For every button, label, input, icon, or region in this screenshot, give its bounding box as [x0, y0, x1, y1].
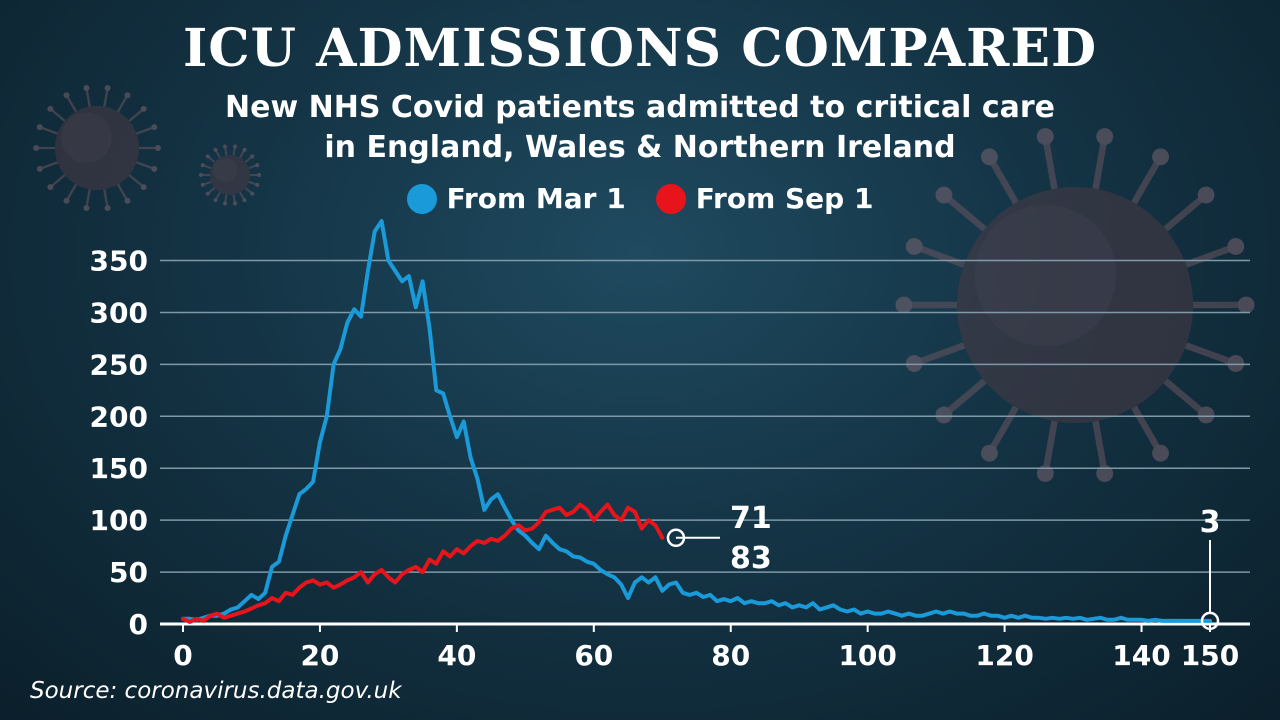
legend-label-sep: From Sep 1	[695, 182, 874, 215]
x-tick-80: 80	[711, 639, 750, 672]
y-tick-50: 50	[109, 556, 148, 589]
y-axis-ticks: 0 50 100 150 200 250 300 350	[90, 245, 148, 641]
grid-lines	[160, 259, 1250, 626]
chart-title: ICU ADMISSIONS COMPARED	[182, 18, 1098, 79]
x-tick-140: 140	[1112, 639, 1170, 672]
source-note: Source: coronavirus.data.gov.uk	[30, 678, 402, 704]
subtitle-line-2: in England, Wales & Northern Ireland	[324, 130, 956, 165]
chart-subtitle: New NHS Covid patients admitted to criti…	[0, 88, 1280, 168]
y-tick-200: 200	[90, 400, 148, 433]
annotations: 71 83 3	[666, 501, 1221, 631]
y-tick-350: 350	[90, 245, 148, 278]
y-tick-250: 250	[90, 348, 148, 381]
legend: From Mar 1 From Sep 1	[0, 182, 1280, 215]
legend-swatch-sep	[655, 183, 686, 214]
x-tick-20: 20	[300, 639, 339, 672]
series-lines	[181, 219, 1212, 624]
virus-icon-small	[199, 144, 261, 206]
annotation-marker-mar	[1200, 611, 1220, 631]
y-tick-300: 300	[90, 296, 148, 329]
x-tick-120: 120	[975, 639, 1033, 672]
legend-swatch-mar	[406, 183, 437, 214]
y-tick-100: 100	[90, 504, 148, 537]
x-tick-150: 150	[1181, 639, 1239, 672]
x-tick-0: 0	[173, 639, 192, 672]
y-tick-150: 150	[90, 452, 148, 485]
series-line-sep	[181, 502, 665, 624]
virus-icon-left	[33, 85, 161, 211]
virus-decoration	[33, 85, 1255, 482]
legend-item-mar: From Mar 1	[406, 182, 626, 215]
legend-label-mar: From Mar 1	[446, 182, 626, 215]
y-tick-0: 0	[129, 608, 148, 641]
series-line-mar	[181, 219, 1212, 623]
x-axis-ticks: 0 20 40 60 80 100 120 140 150	[173, 624, 1239, 672]
legend-item-sep: From Sep 1	[655, 182, 874, 215]
annotation-label-3: 3	[1200, 505, 1221, 540]
annotation-label-71: 71	[730, 501, 772, 536]
x-tick-60: 60	[574, 639, 613, 672]
x-tick-100: 100	[838, 639, 896, 672]
annotation-marker-sep	[666, 528, 686, 548]
subtitle-line-1: New NHS Covid patients admitted to criti…	[225, 90, 1055, 125]
annotation-label-83: 83	[730, 541, 772, 576]
virus-icon-right	[895, 128, 1255, 482]
x-tick-40: 40	[437, 639, 476, 672]
